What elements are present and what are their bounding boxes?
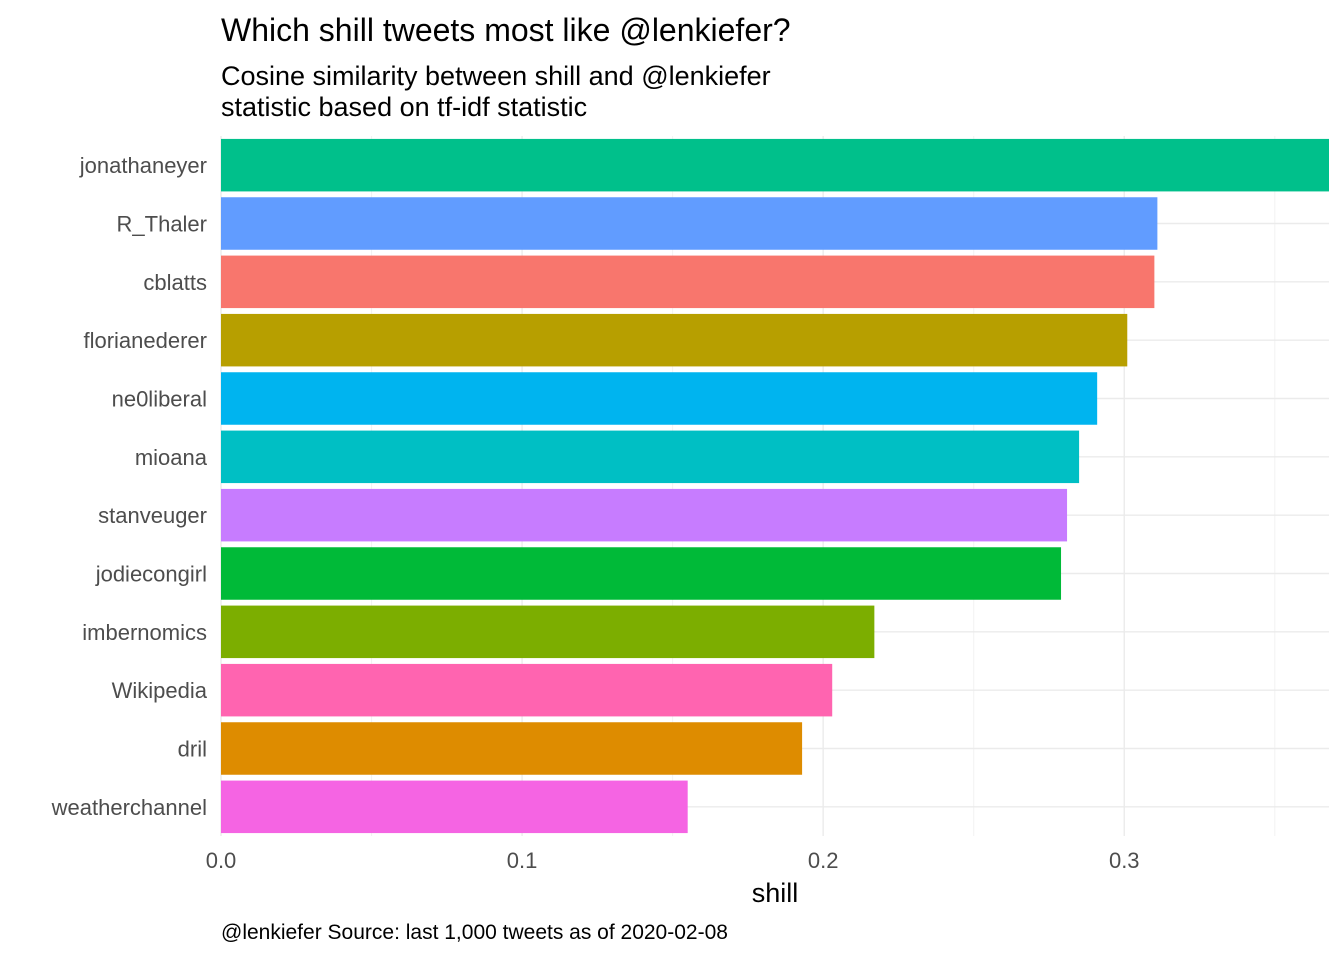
y-tick-label: Wikipedia <box>112 678 208 703</box>
y-tick-label: R_Thaler <box>117 212 207 237</box>
y-tick-label: florianederer <box>83 328 207 353</box>
bar-mioana <box>221 430 1080 484</box>
y-tick-label: jodiecongirl <box>95 562 207 587</box>
y-tick-label: imbernomics <box>82 620 207 645</box>
x-axis-tick-labels: 0.0 0.1 0.2 0.3 <box>206 848 1140 873</box>
bar-ne0liberal <box>221 372 1098 425</box>
x-tick-label: 0.0 <box>206 848 237 873</box>
y-tick-label: mioana <box>135 445 208 470</box>
y-tick-label: jonathaneyer <box>79 153 207 178</box>
y-tick-label: weatherchannel <box>51 795 207 820</box>
bar-jodiecongirl <box>221 547 1062 600</box>
x-tick-label: 0.2 <box>808 848 839 873</box>
bar-R_Thaler <box>221 197 1158 250</box>
bar-weatherchannel <box>221 780 688 834</box>
bar-cblatts <box>221 255 1155 309</box>
chart-caption: @lenkiefer Source: last 1,000 tweets as … <box>221 921 728 944</box>
bar-florianederer <box>221 313 1128 367</box>
bar-stanveuger <box>221 488 1068 542</box>
x-tick-label: 0.1 <box>507 848 538 873</box>
bar-Wikipedia <box>221 663 833 717</box>
y-tick-label: cblatts <box>143 270 207 295</box>
bar-dril <box>221 722 803 775</box>
minor-gridlines <box>371 136 1276 836</box>
bar-jonathaneyer <box>221 138 1329 192</box>
chart-title: Which shill tweets most like @lenkiefer? <box>221 12 791 48</box>
y-tick-label: ne0liberal <box>112 387 207 412</box>
chart-subtitle: Cosine similarity between shill and @len… <box>221 61 771 122</box>
x-axis-title: shill <box>752 878 799 908</box>
y-tick-label: stanveuger <box>98 503 207 528</box>
bars <box>221 138 1329 834</box>
bar-imbernomics <box>221 605 875 659</box>
x-tick-label: 0.3 <box>1109 848 1140 873</box>
y-tick-label: dril <box>178 737 207 762</box>
